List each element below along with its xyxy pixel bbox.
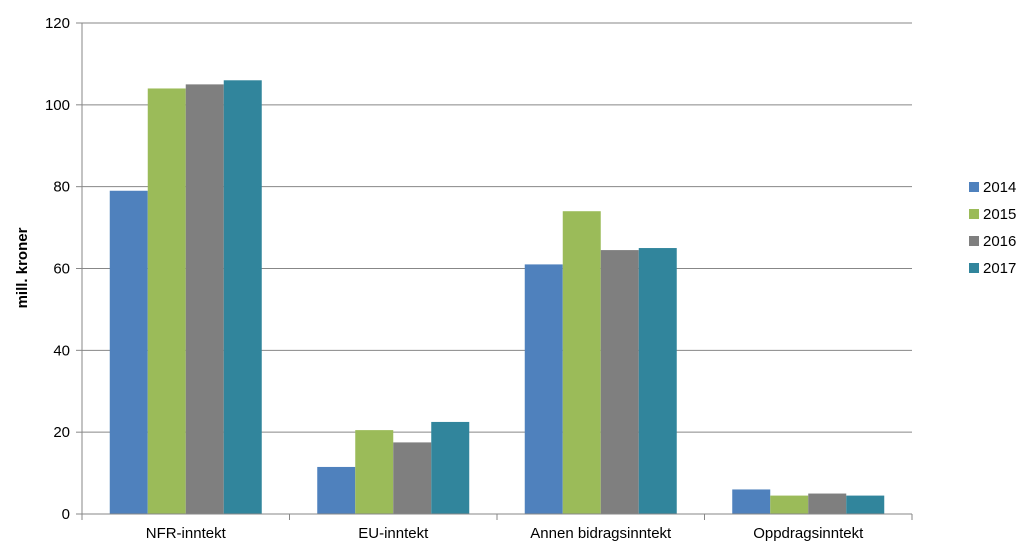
y-tick-label-60: 60 (53, 261, 70, 278)
legend-label-2016: 2016 (983, 233, 1016, 250)
legend-swatch-2016 (969, 236, 979, 246)
legend-swatch-2017 (969, 263, 979, 273)
y-tick-label-20: 20 (53, 424, 70, 441)
y-tick-label-40: 40 (53, 342, 70, 359)
bar-oppdragsinntekt-2017 (846, 495, 885, 514)
bar-eu-inntekt-2014 (317, 466, 356, 514)
legend-swatch-2014 (969, 182, 979, 192)
legend-label-2015: 2015 (983, 206, 1016, 223)
x-tick-label-eu-inntekt: EU-inntekt (358, 525, 429, 542)
bars-layer (109, 80, 885, 515)
bar-nfr-inntekt-2014 (109, 190, 148, 514)
bar-oppdragsinntekt-2014 (732, 489, 771, 514)
bar-annen-bidragsinntekt-2017 (638, 248, 677, 514)
bar-oppdragsinntekt-2015 (770, 495, 809, 514)
legend: 2014 2015 2016 2017 (969, 179, 1016, 277)
y-tick-label-100: 100 (45, 97, 70, 114)
x-tick-label-oppdragsinntekt: Oppdragsinntekt (753, 525, 864, 542)
bar-nfr-inntekt-2017 (223, 80, 262, 515)
bar-nfr-inntekt-2015 (147, 88, 186, 514)
axis-layer: 0 20 40 60 80 100 120 NFR-inntekt EU-inntekt Anne… (45, 15, 913, 542)
bar-annen-bidragsinntekt-2014 (524, 264, 563, 514)
bar-annen-bidragsinntekt-2015 (562, 211, 601, 514)
bar-nfr-inntekt-2016 (185, 84, 224, 514)
bar-eu-inntekt-2017 (431, 421, 470, 514)
legend-label-2017: 2017 (983, 260, 1016, 277)
bar-eu-inntekt-2016 (393, 442, 432, 514)
bar-eu-inntekt-2015 (355, 430, 394, 514)
y-tick-label-80: 80 (53, 179, 70, 196)
y-tick-label-0: 0 (62, 506, 70, 523)
y-tick-label-120: 120 (45, 15, 70, 32)
bar-annen-bidragsinntekt-2016 (600, 250, 639, 514)
y-axis-title: mill. kroner (14, 227, 31, 308)
legend-swatch-2015 (969, 209, 979, 219)
bar-oppdragsinntekt-2016 (808, 493, 847, 514)
x-tick-label-nfr-inntekt: NFR-inntekt (146, 525, 227, 542)
legend-label-2014: 2014 (983, 179, 1016, 196)
x-tick-label-annen-bidragsinntekt: Annen bidragsinntekt (530, 525, 672, 542)
